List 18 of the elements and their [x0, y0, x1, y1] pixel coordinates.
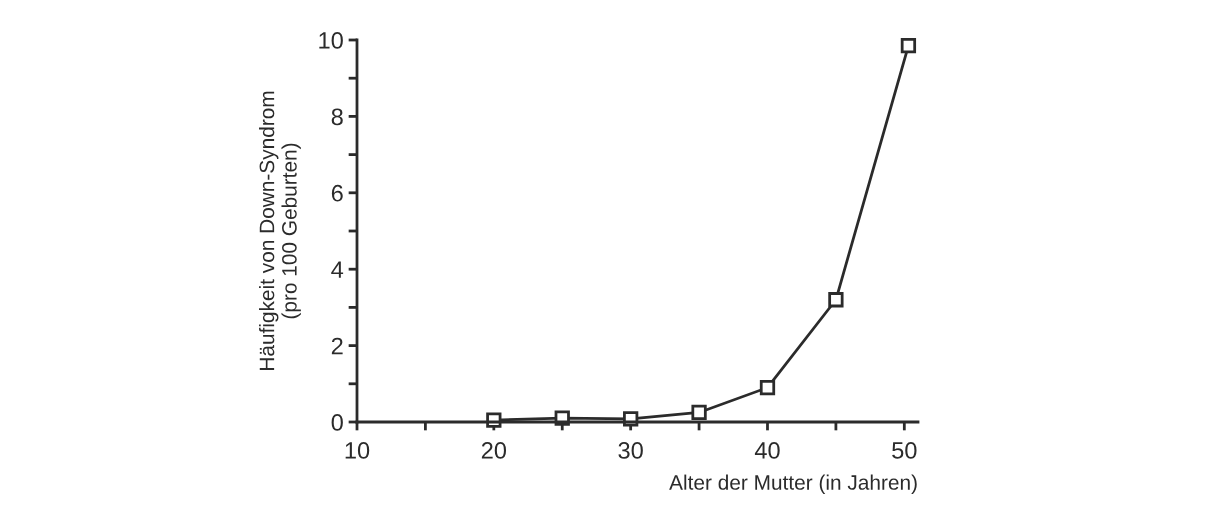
y-tick-label: 4 — [331, 261, 344, 278]
x-tick-label: 30 — [618, 442, 643, 459]
point — [623, 411, 639, 427]
y-tick-label: 10 — [319, 32, 343, 49]
x-axis-title: Alter der Mutter (in Jahren) — [669, 474, 917, 494]
y-tick-label: 0 — [331, 414, 343, 431]
x-tick-label: 40 — [754, 442, 780, 459]
point — [691, 404, 707, 421]
point — [828, 292, 844, 308]
x-tick-label: 10 — [345, 442, 370, 459]
x-tick-label: 20 — [481, 442, 507, 459]
x-tick-label: 50 — [892, 442, 917, 459]
point — [759, 379, 776, 396]
y-tick-label: 2 — [331, 337, 343, 355]
y-tick-label: 8 — [331, 108, 343, 126]
y-axis-title: Häufigkeit von Down-Syndrom (pro 100 Geburten) — [259, 91, 301, 370]
y-tick-label: 6 — [331, 184, 343, 202]
point — [900, 38, 917, 54]
